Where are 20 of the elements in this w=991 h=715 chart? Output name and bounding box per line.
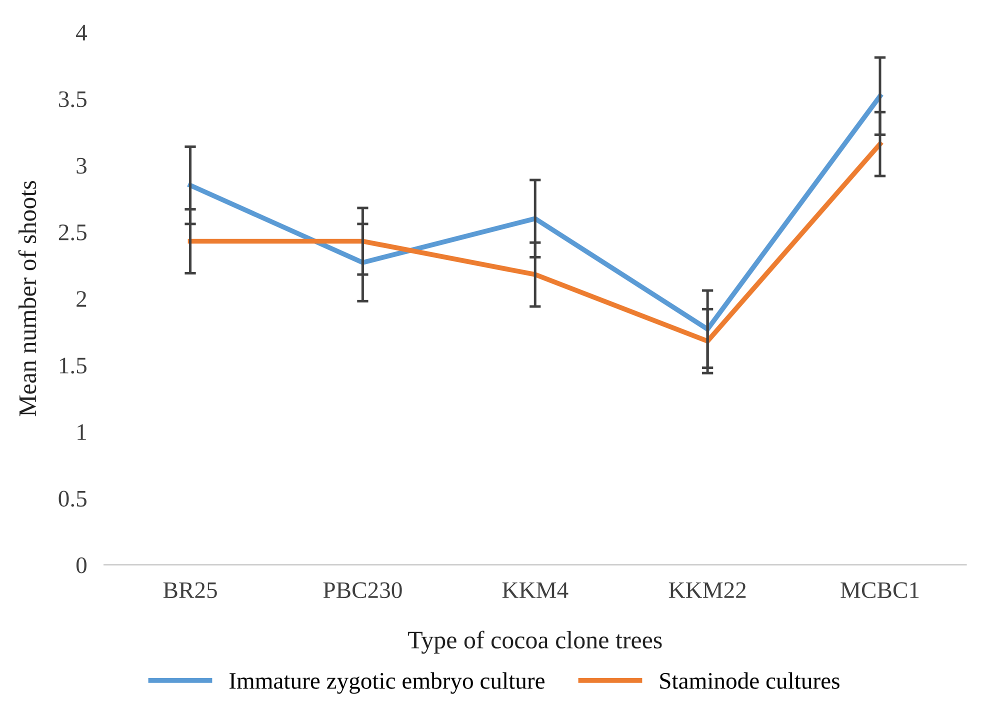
y-tick-label: 0 [76,557,86,574]
x-tick-label: KKM22 [668,582,746,598]
line-series [188,142,882,344]
x-tick-label: KKM4 [502,582,568,598]
y-tick-label: 3 [76,158,86,174]
x-tick-label: BR25 [163,582,217,598]
x-tick-label: MCBC1 [840,582,919,598]
y-tick-label: 1.5 [60,358,86,374]
legend-label: Immature zygotic embryo culture [229,672,544,694]
y-tick-label: 2 [76,291,86,307]
y-tick-label: 0.5 [58,490,86,507]
line-series [188,94,882,332]
y-tick-label: 1 [78,424,86,440]
x-axis-title: Type of cocoa clone trees [408,630,662,654]
x-tick-label: PBC230 [323,582,402,598]
y-tick-label: 4 [76,24,88,40]
y-tick-label: 2.5 [58,224,86,240]
y-axis-title: Mean number of shoots [18,181,36,416]
legend-label: Staminode cultures [660,672,840,689]
y-tick-label: 3.5 [59,91,86,108]
